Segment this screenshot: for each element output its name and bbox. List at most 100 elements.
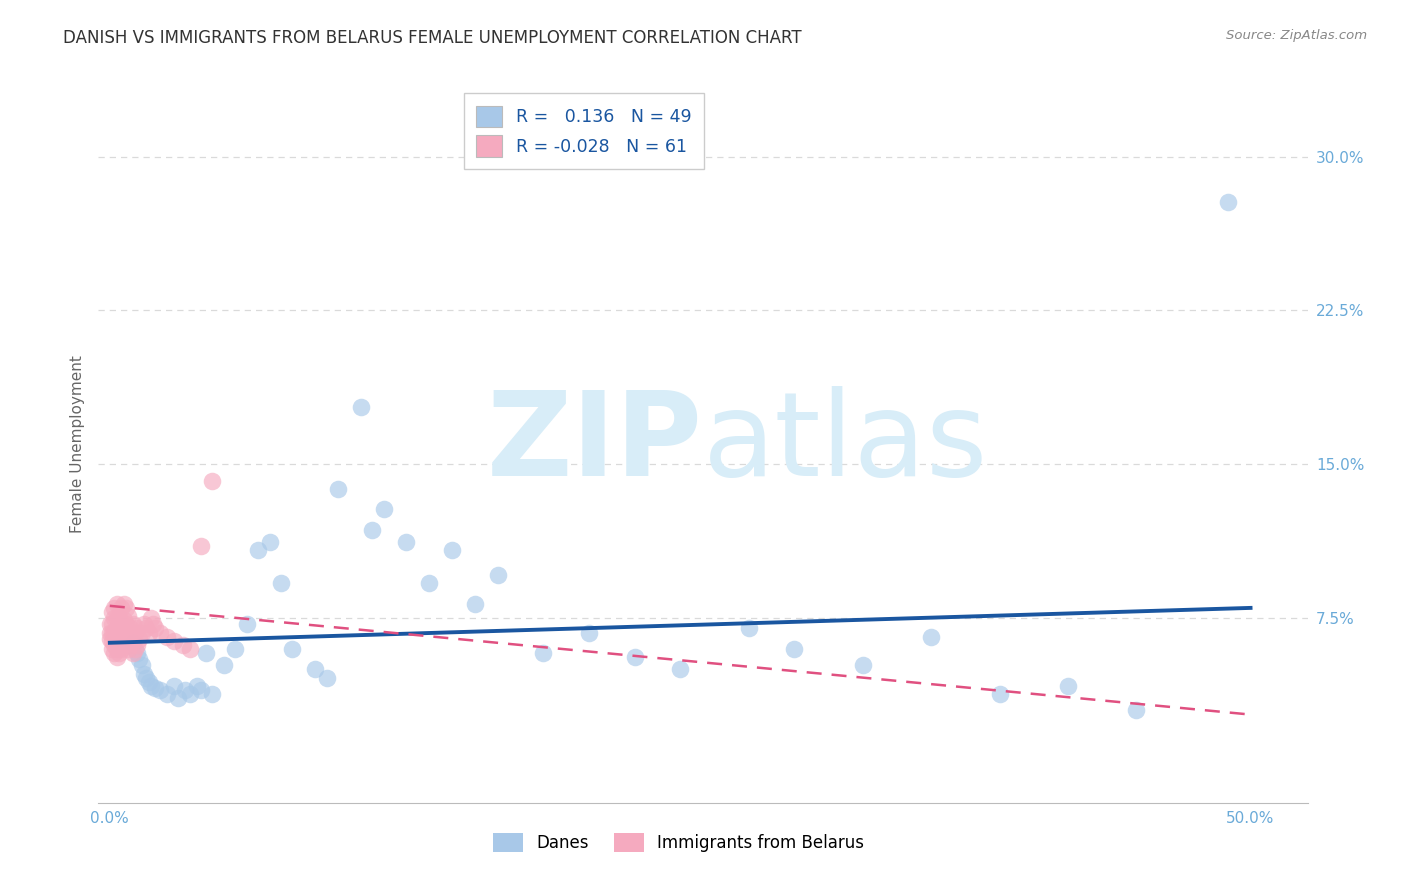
- Point: [101, 625, 124, 640]
- Point: [120, 638, 142, 652]
- Point: [105, 622, 128, 636]
- Point: [304, 662, 326, 677]
- Point: [190, 683, 212, 698]
- Point: [135, 671, 157, 685]
- Point: [174, 683, 197, 698]
- Point: [110, 617, 132, 632]
- Point: [669, 662, 692, 677]
- Point: [156, 687, 179, 701]
- Text: Source: ZipAtlas.com: Source: ZipAtlas.com: [1226, 29, 1367, 42]
- Point: [112, 613, 135, 627]
- Point: [315, 671, 337, 685]
- Point: [486, 568, 509, 582]
- Point: [464, 597, 486, 611]
- Point: [117, 625, 139, 640]
- Text: ZIP: ZIP: [486, 386, 703, 501]
- Point: [127, 622, 149, 636]
- Point: [1057, 679, 1080, 693]
- Point: [350, 400, 373, 414]
- Point: [623, 650, 645, 665]
- Point: [108, 625, 131, 640]
- Point: [149, 625, 172, 640]
- Point: [103, 646, 125, 660]
- Text: atlas: atlas: [703, 386, 988, 501]
- Point: [361, 523, 384, 537]
- Point: [145, 681, 167, 695]
- Point: [224, 642, 246, 657]
- Point: [201, 474, 224, 488]
- Point: [135, 622, 157, 636]
- Point: [128, 652, 150, 666]
- Point: [145, 622, 167, 636]
- Point: [259, 535, 281, 549]
- Point: [212, 658, 235, 673]
- Point: [441, 543, 464, 558]
- Point: [179, 642, 201, 657]
- Point: [139, 679, 162, 693]
- Point: [190, 539, 212, 553]
- Point: [121, 617, 143, 632]
- Point: [167, 691, 190, 706]
- Point: [105, 611, 128, 625]
- Point: [281, 642, 304, 657]
- Y-axis label: Female Unemployment: Female Unemployment: [69, 355, 84, 533]
- Point: [110, 630, 132, 644]
- Point: [186, 679, 208, 693]
- Point: [247, 543, 270, 558]
- Point: [121, 646, 143, 660]
- Point: [108, 646, 131, 660]
- Point: [105, 632, 128, 646]
- Point: [112, 638, 135, 652]
- Point: [120, 622, 142, 636]
- Point: [127, 638, 149, 652]
- Point: [737, 622, 759, 636]
- Point: [121, 636, 143, 650]
- Point: [103, 625, 125, 640]
- Point: [103, 601, 125, 615]
- Point: [395, 535, 418, 549]
- Point: [920, 630, 942, 644]
- Point: [101, 617, 124, 632]
- Point: [139, 611, 162, 625]
- Point: [326, 482, 349, 496]
- Point: [138, 674, 160, 689]
- Point: [578, 625, 600, 640]
- Point: [101, 633, 124, 648]
- Point: [373, 502, 395, 516]
- Point: [988, 687, 1011, 701]
- Point: [149, 683, 172, 698]
- Point: [124, 642, 146, 657]
- Point: [131, 658, 153, 673]
- Point: [179, 687, 201, 701]
- Point: [201, 687, 224, 701]
- Point: [132, 617, 155, 632]
- Point: [124, 625, 146, 640]
- Point: [418, 576, 440, 591]
- Point: [156, 630, 179, 644]
- Point: [112, 625, 135, 640]
- Point: [108, 636, 131, 650]
- Point: [101, 605, 124, 619]
- Point: [128, 632, 150, 646]
- Point: [531, 646, 554, 660]
- Point: [117, 642, 139, 657]
- Point: [110, 601, 132, 615]
- Point: [1125, 703, 1147, 717]
- Point: [114, 601, 136, 615]
- Legend: Danes, Immigrants from Belarus: Danes, Immigrants from Belarus: [486, 827, 872, 859]
- Point: [163, 679, 186, 693]
- Point: [1216, 194, 1239, 209]
- Point: [852, 658, 875, 673]
- Point: [98, 617, 121, 632]
- Point: [103, 638, 125, 652]
- Point: [101, 642, 124, 657]
- Point: [270, 576, 292, 591]
- Text: DANISH VS IMMIGRANTS FROM BELARUS FEMALE UNEMPLOYMENT CORRELATION CHART: DANISH VS IMMIGRANTS FROM BELARUS FEMALE…: [63, 29, 801, 46]
- Point: [172, 638, 194, 652]
- Point: [114, 632, 136, 646]
- Point: [121, 632, 143, 646]
- Point: [105, 597, 128, 611]
- Point: [110, 642, 132, 657]
- Point: [131, 625, 153, 640]
- Point: [163, 633, 186, 648]
